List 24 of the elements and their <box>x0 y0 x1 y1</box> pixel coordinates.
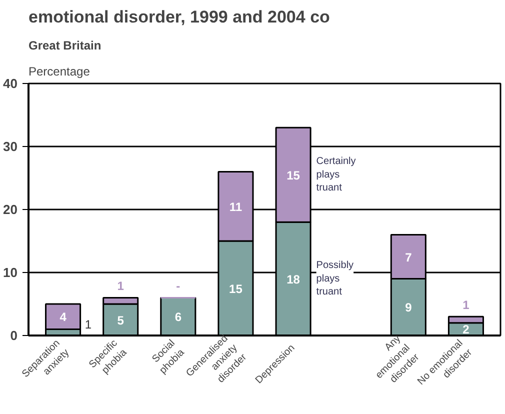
data-label: 18 <box>286 272 300 286</box>
y-tick-label: 0 <box>10 328 18 343</box>
data-label: 6 <box>174 310 182 324</box>
y-tick-label: 30 <box>3 139 18 154</box>
data-label: 1 <box>462 298 470 312</box>
y-tick-label: 40 <box>3 76 18 91</box>
y-axis-title: Percentage <box>28 64 90 78</box>
data-label: - <box>176 279 180 294</box>
y-tick-label: 10 <box>3 265 18 280</box>
data-label: 11 <box>229 200 242 214</box>
data-label: 1 <box>117 279 124 294</box>
chart-subtitle: Great Britain <box>28 38 102 52</box>
series-label: Possibly plays truant <box>316 260 354 298</box>
data-label: 15 <box>286 168 300 182</box>
data-label: 1 <box>84 318 92 332</box>
chart-title: emotional disorder, 1999 and 2004 co <box>28 8 330 26</box>
y-tick-label: 20 <box>3 202 18 217</box>
data-label: 2 <box>462 322 470 337</box>
data-label: 15 <box>229 282 243 296</box>
data-label: 4 <box>60 310 67 324</box>
data-label: 5 <box>117 313 124 328</box>
series-label: Certainly plays truant <box>316 156 356 194</box>
data-label: 7 <box>405 250 412 264</box>
data-label: 9 <box>405 300 412 315</box>
